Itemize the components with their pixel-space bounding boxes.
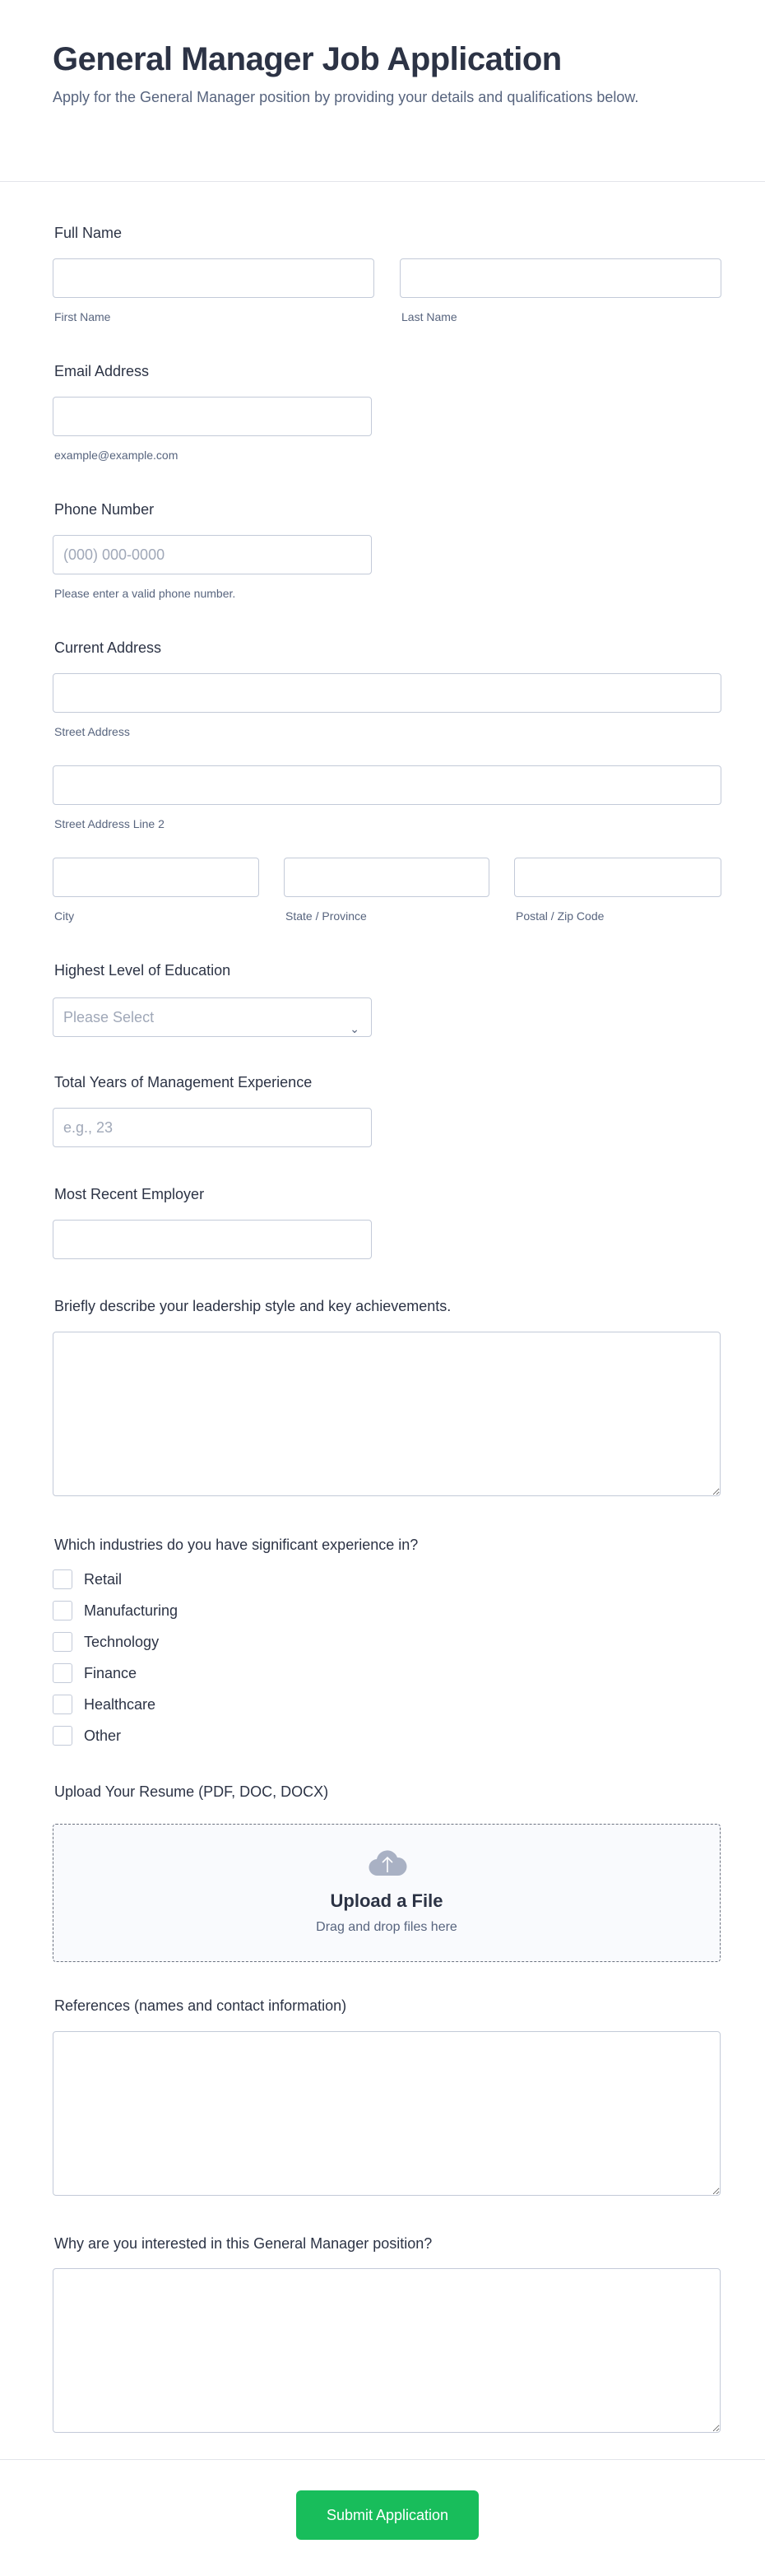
leadership-label: Briefly describe your leadership style a… bbox=[54, 1298, 452, 1314]
state-sublabel: State / Province bbox=[285, 909, 367, 923]
last-name-input[interactable] bbox=[400, 258, 721, 298]
references-textarea[interactable] bbox=[53, 2031, 721, 2196]
email-hint: example@example.com bbox=[54, 449, 178, 462]
city-input[interactable] bbox=[53, 858, 259, 897]
phone-input[interactable] bbox=[53, 535, 372, 574]
street-sublabel: Street Address bbox=[54, 725, 130, 738]
references-label: References (names and contact informatio… bbox=[54, 1997, 347, 2014]
checkbox-label: Manufacturing bbox=[84, 1602, 178, 1619]
city-sublabel: City bbox=[54, 909, 75, 923]
street2-input[interactable] bbox=[53, 765, 721, 805]
address-label: Current Address bbox=[54, 639, 162, 656]
years-input[interactable] bbox=[53, 1108, 372, 1147]
resume-dropzone[interactable]: Upload a File Drag and drop files here bbox=[53, 1824, 721, 1962]
state-input[interactable] bbox=[284, 858, 489, 897]
years-label: Total Years of Management Experience bbox=[54, 1074, 313, 1090]
page-subtitle: Apply for the General Manager position b… bbox=[53, 89, 639, 105]
education-selected: Please Select bbox=[63, 1009, 155, 1025]
education-label: Highest Level of Education bbox=[54, 962, 231, 979]
upload-title: Upload a File bbox=[330, 1890, 443, 1911]
zip-sublabel: Postal / Zip Code bbox=[516, 909, 605, 923]
checkbox-label: Retail bbox=[84, 1571, 123, 1588]
checkbox-label: Healthcare bbox=[84, 1696, 156, 1713]
leadership-textarea[interactable] bbox=[53, 1332, 721, 1496]
phone-label: Phone Number bbox=[54, 501, 155, 518]
why-label: Why are you interested in this General M… bbox=[54, 2235, 433, 2252]
employer-label: Most Recent Employer bbox=[54, 1186, 205, 1202]
checkbox-healthcare[interactable] bbox=[53, 1695, 72, 1714]
first-name-input[interactable] bbox=[53, 258, 374, 298]
checkbox-label: Other bbox=[84, 1727, 122, 1744]
divider bbox=[0, 181, 765, 182]
street-input[interactable] bbox=[53, 673, 721, 713]
checkbox-other[interactable] bbox=[53, 1726, 72, 1746]
checkbox-manufacturing[interactable] bbox=[53, 1601, 72, 1620]
education-select[interactable]: Please Select ⌄ bbox=[53, 997, 372, 1037]
checkbox-label: Finance bbox=[84, 1665, 137, 1681]
phone-hint: Please enter a valid phone number. bbox=[54, 587, 236, 600]
submit-button[interactable]: Submit Application bbox=[296, 2490, 479, 2540]
checkbox-technology[interactable] bbox=[53, 1632, 72, 1652]
upload-hint: Drag and drop files here bbox=[316, 1920, 457, 1934]
zip-input[interactable] bbox=[514, 858, 721, 897]
employer-input[interactable] bbox=[53, 1220, 372, 1259]
chevron-down-icon: ⌄ bbox=[350, 1022, 359, 1035]
first-name-sublabel: First Name bbox=[54, 310, 111, 323]
why-textarea[interactable] bbox=[53, 2268, 721, 2433]
industries-label: Which industries do you have significant… bbox=[54, 1537, 419, 1553]
last-name-sublabel: Last Name bbox=[401, 310, 457, 323]
email-label: Email Address bbox=[54, 363, 150, 379]
resume-label: Upload Your Resume (PDF, DOC, DOCX) bbox=[54, 1783, 329, 1800]
email-input[interactable] bbox=[53, 397, 372, 436]
cloud-upload-icon bbox=[369, 1850, 407, 1876]
full-name-label: Full Name bbox=[54, 225, 123, 241]
checkbox-retail[interactable] bbox=[53, 1569, 72, 1589]
page-title: General Manager Job Application bbox=[53, 41, 562, 77]
footer-divider bbox=[0, 2459, 765, 2460]
checkbox-label: Technology bbox=[84, 1634, 160, 1650]
street2-sublabel: Street Address Line 2 bbox=[54, 817, 165, 830]
checkbox-finance[interactable] bbox=[53, 1663, 72, 1683]
